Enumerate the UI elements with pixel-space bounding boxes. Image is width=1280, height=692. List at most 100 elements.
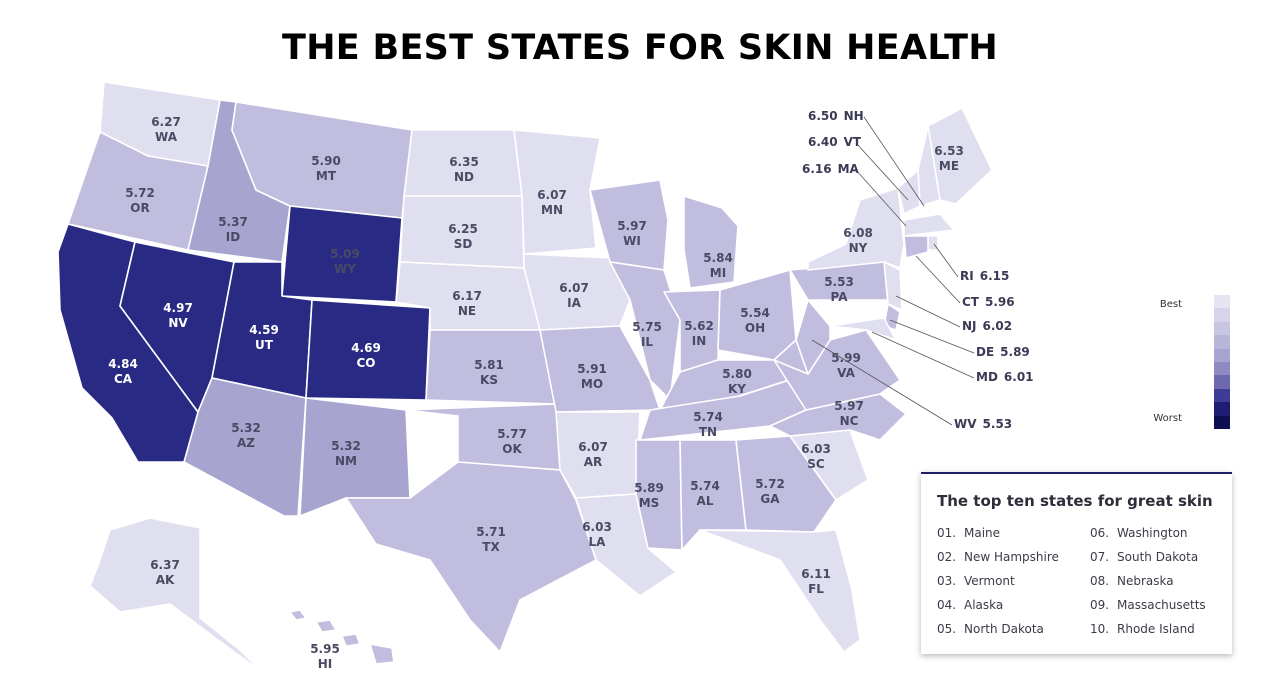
state-ga <box>735 435 837 533</box>
state-code-nd: ND <box>454 170 474 184</box>
list-item: 05. North Dakota <box>937 622 1044 636</box>
state-code-pa: PA <box>831 290 849 304</box>
state-mn <box>513 129 601 255</box>
callout-label-ct: CT 5.96 <box>962 295 1015 309</box>
state-code-ut: UT <box>255 338 274 352</box>
state-mo <box>539 325 661 413</box>
state-code-ny: NY <box>849 241 868 255</box>
callout-label-md: MD 6.01 <box>976 370 1034 384</box>
state-code-or: OR <box>130 201 149 215</box>
state-code-az: AZ <box>237 436 255 450</box>
state-code-hi: HI <box>318 657 333 671</box>
state-code-ne: NE <box>458 304 476 318</box>
list-item: 02. New Hampshire <box>937 550 1059 564</box>
state-code-ks: KS <box>480 373 498 387</box>
state-score-ny: 6.08 <box>843 226 873 240</box>
state-code-la: LA <box>589 535 607 549</box>
state-code-nv: NV <box>168 316 188 330</box>
state-code-ms: MS <box>639 496 660 510</box>
state-ms <box>635 439 683 551</box>
callout-leader-vt <box>855 142 909 201</box>
callout-leader-nh <box>863 116 925 207</box>
state-code-fl: FL <box>808 582 824 596</box>
state-score-tx: 5.71 <box>476 525 506 539</box>
callout-leader-ri <box>933 243 959 278</box>
state-score-sd: 6.25 <box>448 222 478 236</box>
legend-swatch <box>1214 321 1230 336</box>
legend-best-label: Best <box>1159 299 1182 310</box>
callout-label-nj: NJ 6.02 <box>962 319 1012 333</box>
callout-label-ri: RI 6.15 <box>960 269 1009 283</box>
state-score-la: 6.03 <box>582 520 612 534</box>
state-hi <box>289 609 395 665</box>
state-score-az: 5.32 <box>231 421 261 435</box>
state-code-nm: NM <box>335 454 357 468</box>
state-code-tn: TN <box>699 425 717 439</box>
state-score-wi: 5.97 <box>617 219 647 233</box>
legend-swatch <box>1214 388 1230 403</box>
state-score-ms: 5.89 <box>634 481 664 495</box>
state-score-al: 5.74 <box>690 479 720 493</box>
list-item: 07. South Dakota <box>1090 550 1199 564</box>
state-score-ar: 6.07 <box>578 440 608 454</box>
state-score-mi: 5.84 <box>703 251 733 265</box>
state-score-ky: 5.80 <box>722 367 752 381</box>
state-code-me: ME <box>939 159 959 173</box>
state-code-in: IN <box>692 334 707 348</box>
state-score-pa: 5.53 <box>824 275 854 289</box>
state-code-mt: MT <box>316 169 337 183</box>
legend-color-bar <box>1214 295 1230 430</box>
list-item: 04. Alaska <box>937 598 1004 612</box>
state-vt <box>897 169 921 215</box>
state-code-mo: MO <box>581 377 603 391</box>
state-score-ga: 5.72 <box>755 477 785 491</box>
state-score-ca: 4.84 <box>108 357 138 371</box>
callout-leader-de <box>889 319 975 354</box>
callout-leader-ma <box>855 169 907 227</box>
state-score-oh: 5.54 <box>740 306 770 320</box>
legend-worst-label: Worst <box>1153 413 1182 424</box>
callout-label-wv: WV 5.53 <box>954 417 1012 431</box>
state-score-ut: 4.59 <box>249 323 279 337</box>
state-score-co: 4.69 <box>351 341 381 355</box>
state-code-wa: WA <box>155 130 178 144</box>
state-score-ok: 5.77 <box>497 427 527 441</box>
legend-swatch <box>1214 362 1230 376</box>
legend-swatch <box>1214 348 1230 363</box>
state-score-ne: 6.17 <box>452 289 482 303</box>
state-score-wa: 6.27 <box>151 115 181 129</box>
state-code-id: ID <box>226 230 240 244</box>
callout-label-de: DE 5.89 <box>976 345 1030 359</box>
state-score-nm: 5.32 <box>331 439 361 453</box>
state-code-il: IL <box>641 335 653 349</box>
state-code-nc: NC <box>840 414 859 428</box>
state-score-nv: 4.97 <box>163 301 193 315</box>
state-mi <box>683 195 739 289</box>
state-code-wi: WI <box>623 234 641 248</box>
state-score-mt: 5.90 <box>311 154 341 168</box>
state-ct <box>903 235 929 259</box>
state-score-mn: 6.07 <box>537 188 567 202</box>
callout-label-nh: 6.50 NH <box>808 109 864 123</box>
state-score-ia: 6.07 <box>559 281 589 295</box>
state-wv <box>795 299 831 375</box>
callout-leader-md <box>871 331 975 379</box>
top-ten-heading: The top ten states for great skin <box>937 492 1213 510</box>
state-score-id: 5.37 <box>218 215 248 229</box>
top-ten-column-left: 01. Maine 02. New Hampshire 03. Vermont 04.… <box>937 526 1059 646</box>
state-code-va: VA <box>837 366 855 380</box>
state-code-mn: MN <box>541 203 563 217</box>
map-title: THE BEST STATES FOR SKIN HEALTH <box>282 28 998 68</box>
state-code-ia: IA <box>567 296 581 310</box>
callout-leader-ct <box>915 255 961 304</box>
color-scale-legend: Best Worst <box>1153 293 1240 433</box>
state-score-nc: 5.97 <box>834 399 864 413</box>
state-code-ky: KY <box>728 382 746 396</box>
state-ak <box>89 517 263 673</box>
state-score-sc: 6.03 <box>801 442 831 456</box>
state-code-sd: SD <box>454 237 473 251</box>
state-code-ga: GA <box>760 492 780 506</box>
legend-swatch <box>1214 308 1230 322</box>
state-score-wy: 5.09 <box>330 247 360 261</box>
top-ten-column-right: 06. Washington 07. South Dakota 08. Nebrask… <box>1090 526 1206 646</box>
